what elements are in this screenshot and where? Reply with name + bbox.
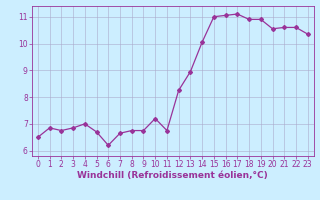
X-axis label: Windchill (Refroidissement éolien,°C): Windchill (Refroidissement éolien,°C) <box>77 171 268 180</box>
